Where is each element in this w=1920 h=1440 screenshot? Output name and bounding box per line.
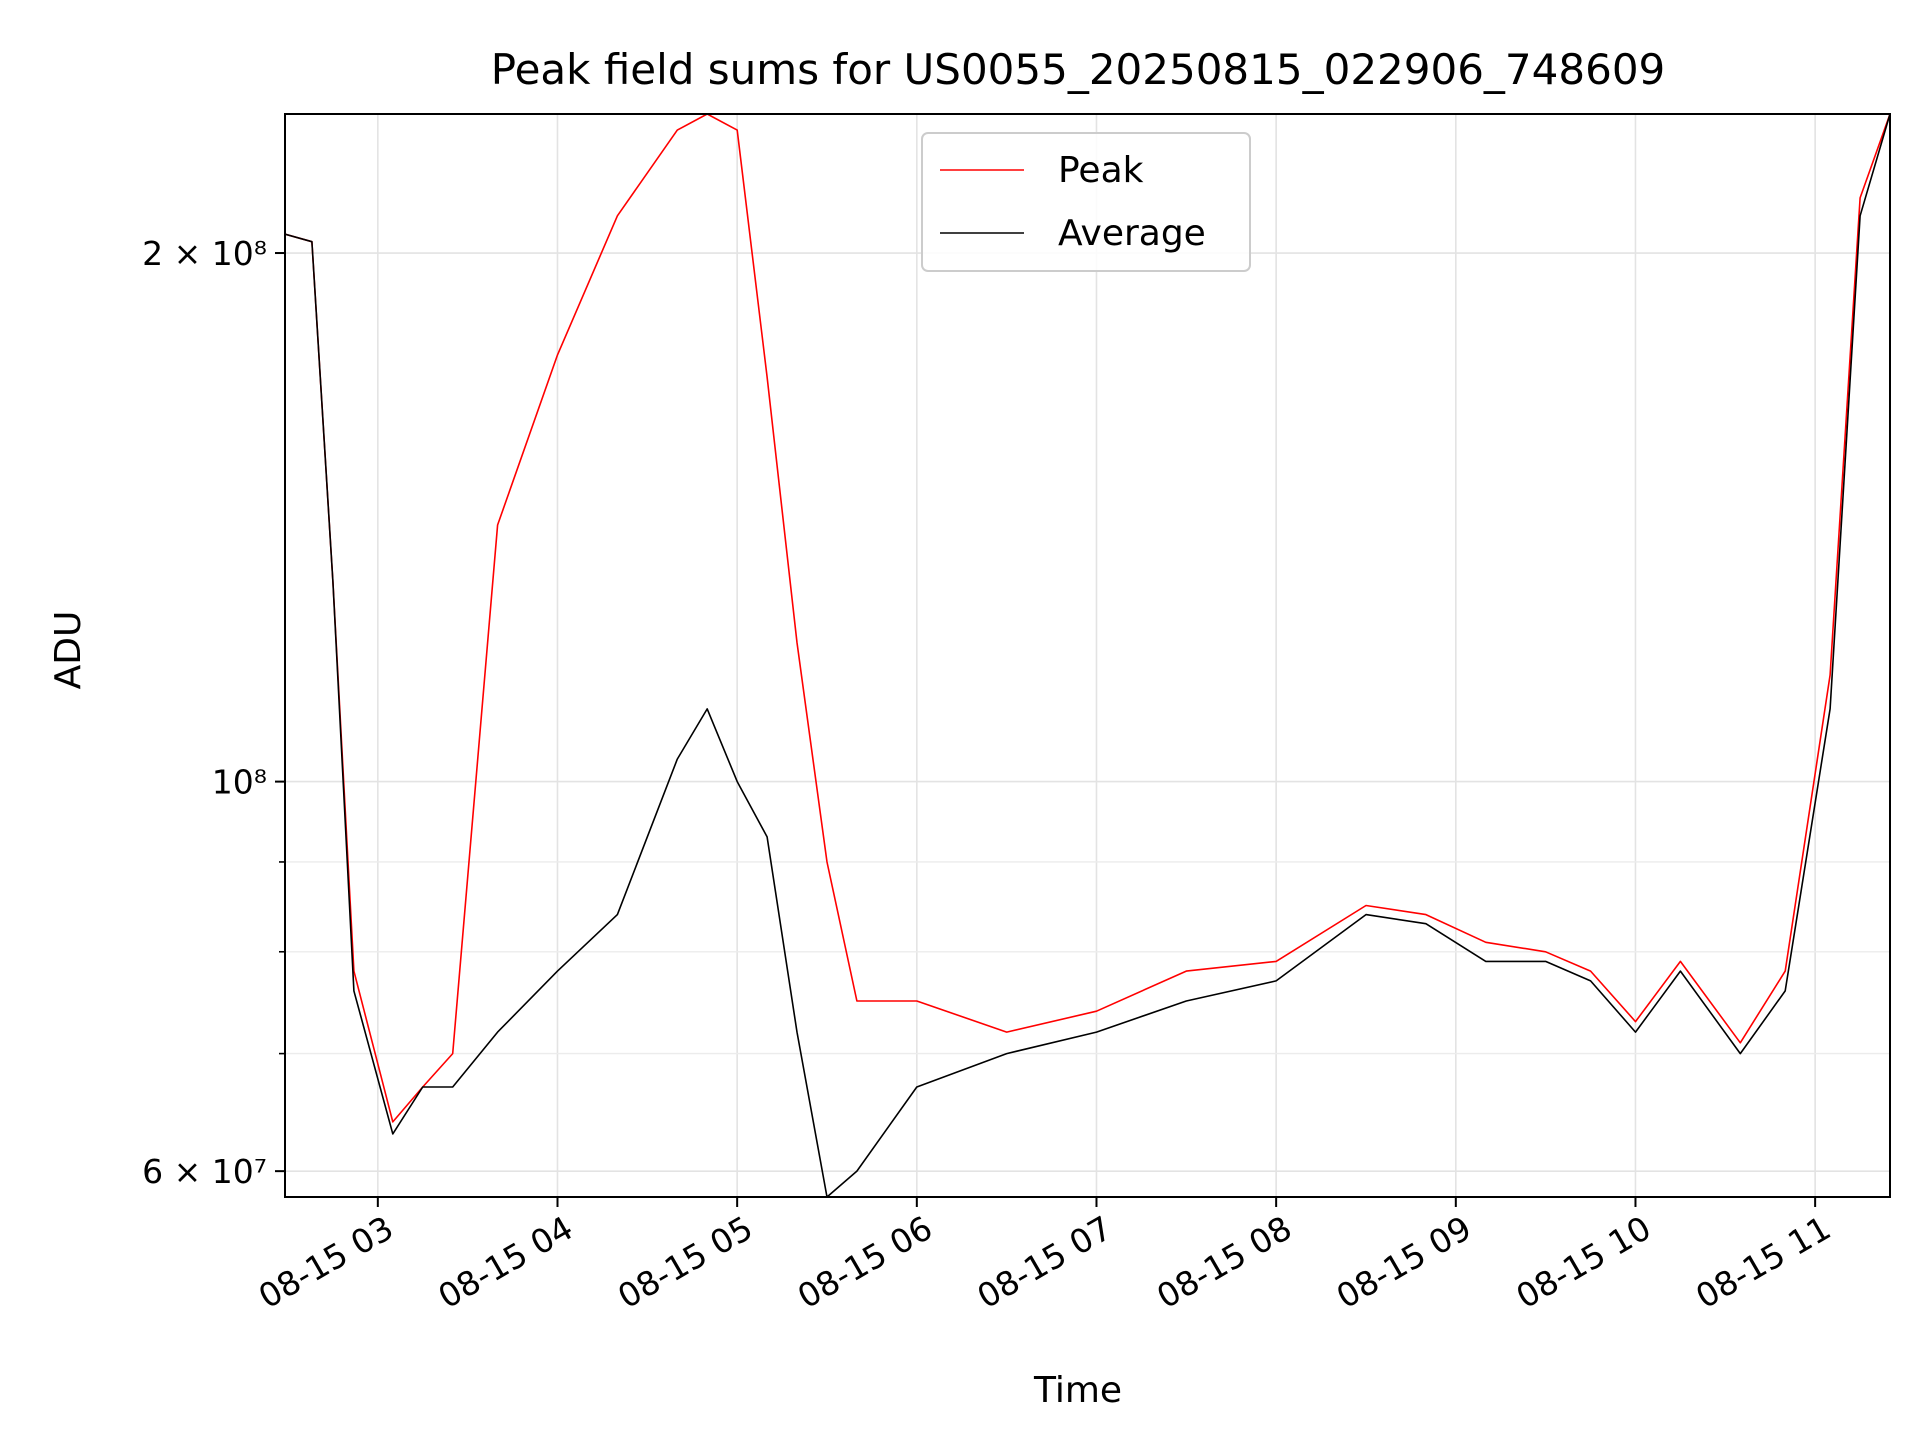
series-line-average (285, 114, 1890, 1197)
y-tick-label: 10⁸ (212, 763, 267, 802)
y-axis-label: ADU (48, 611, 89, 690)
legend: Peak Average (921, 132, 1251, 272)
series-line-peak (285, 114, 1890, 1123)
x-axis-label: Time (1033, 1370, 1122, 1411)
series-group (285, 114, 1890, 1197)
chart-title: Peak field sums for US0055_20250815_0229… (491, 45, 1666, 94)
grid (285, 114, 1890, 1197)
y-tick-label: 6 × 10⁷ (142, 1152, 267, 1191)
y-axis: 6 × 10⁷ 10⁸ 2 × 10⁸ (142, 234, 285, 1191)
legend-label-average: Average (1058, 213, 1206, 254)
plot-frame (284, 113, 1891, 1198)
y-tick-label: 2 × 10⁸ (142, 234, 267, 273)
legend-label-peak: Peak (1058, 150, 1144, 191)
legend-box (921, 132, 1251, 272)
